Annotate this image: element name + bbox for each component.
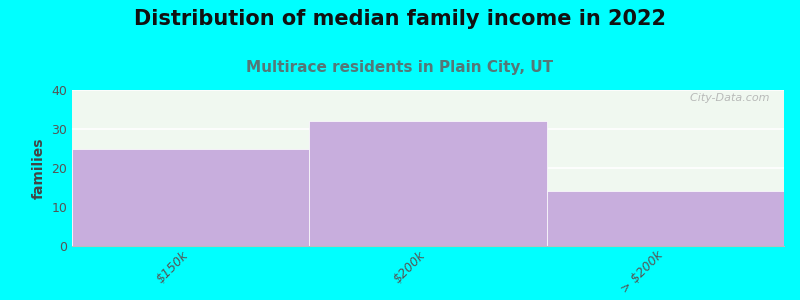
Text: City-Data.com: City-Data.com (683, 93, 770, 103)
Text: Distribution of median family income in 2022: Distribution of median family income in … (134, 9, 666, 29)
Bar (546, 191, 784, 246)
Y-axis label: families: families (32, 137, 46, 199)
Bar (72, 148, 310, 246)
Bar (310, 121, 546, 246)
Text: Multirace residents in Plain City, UT: Multirace residents in Plain City, UT (246, 60, 554, 75)
